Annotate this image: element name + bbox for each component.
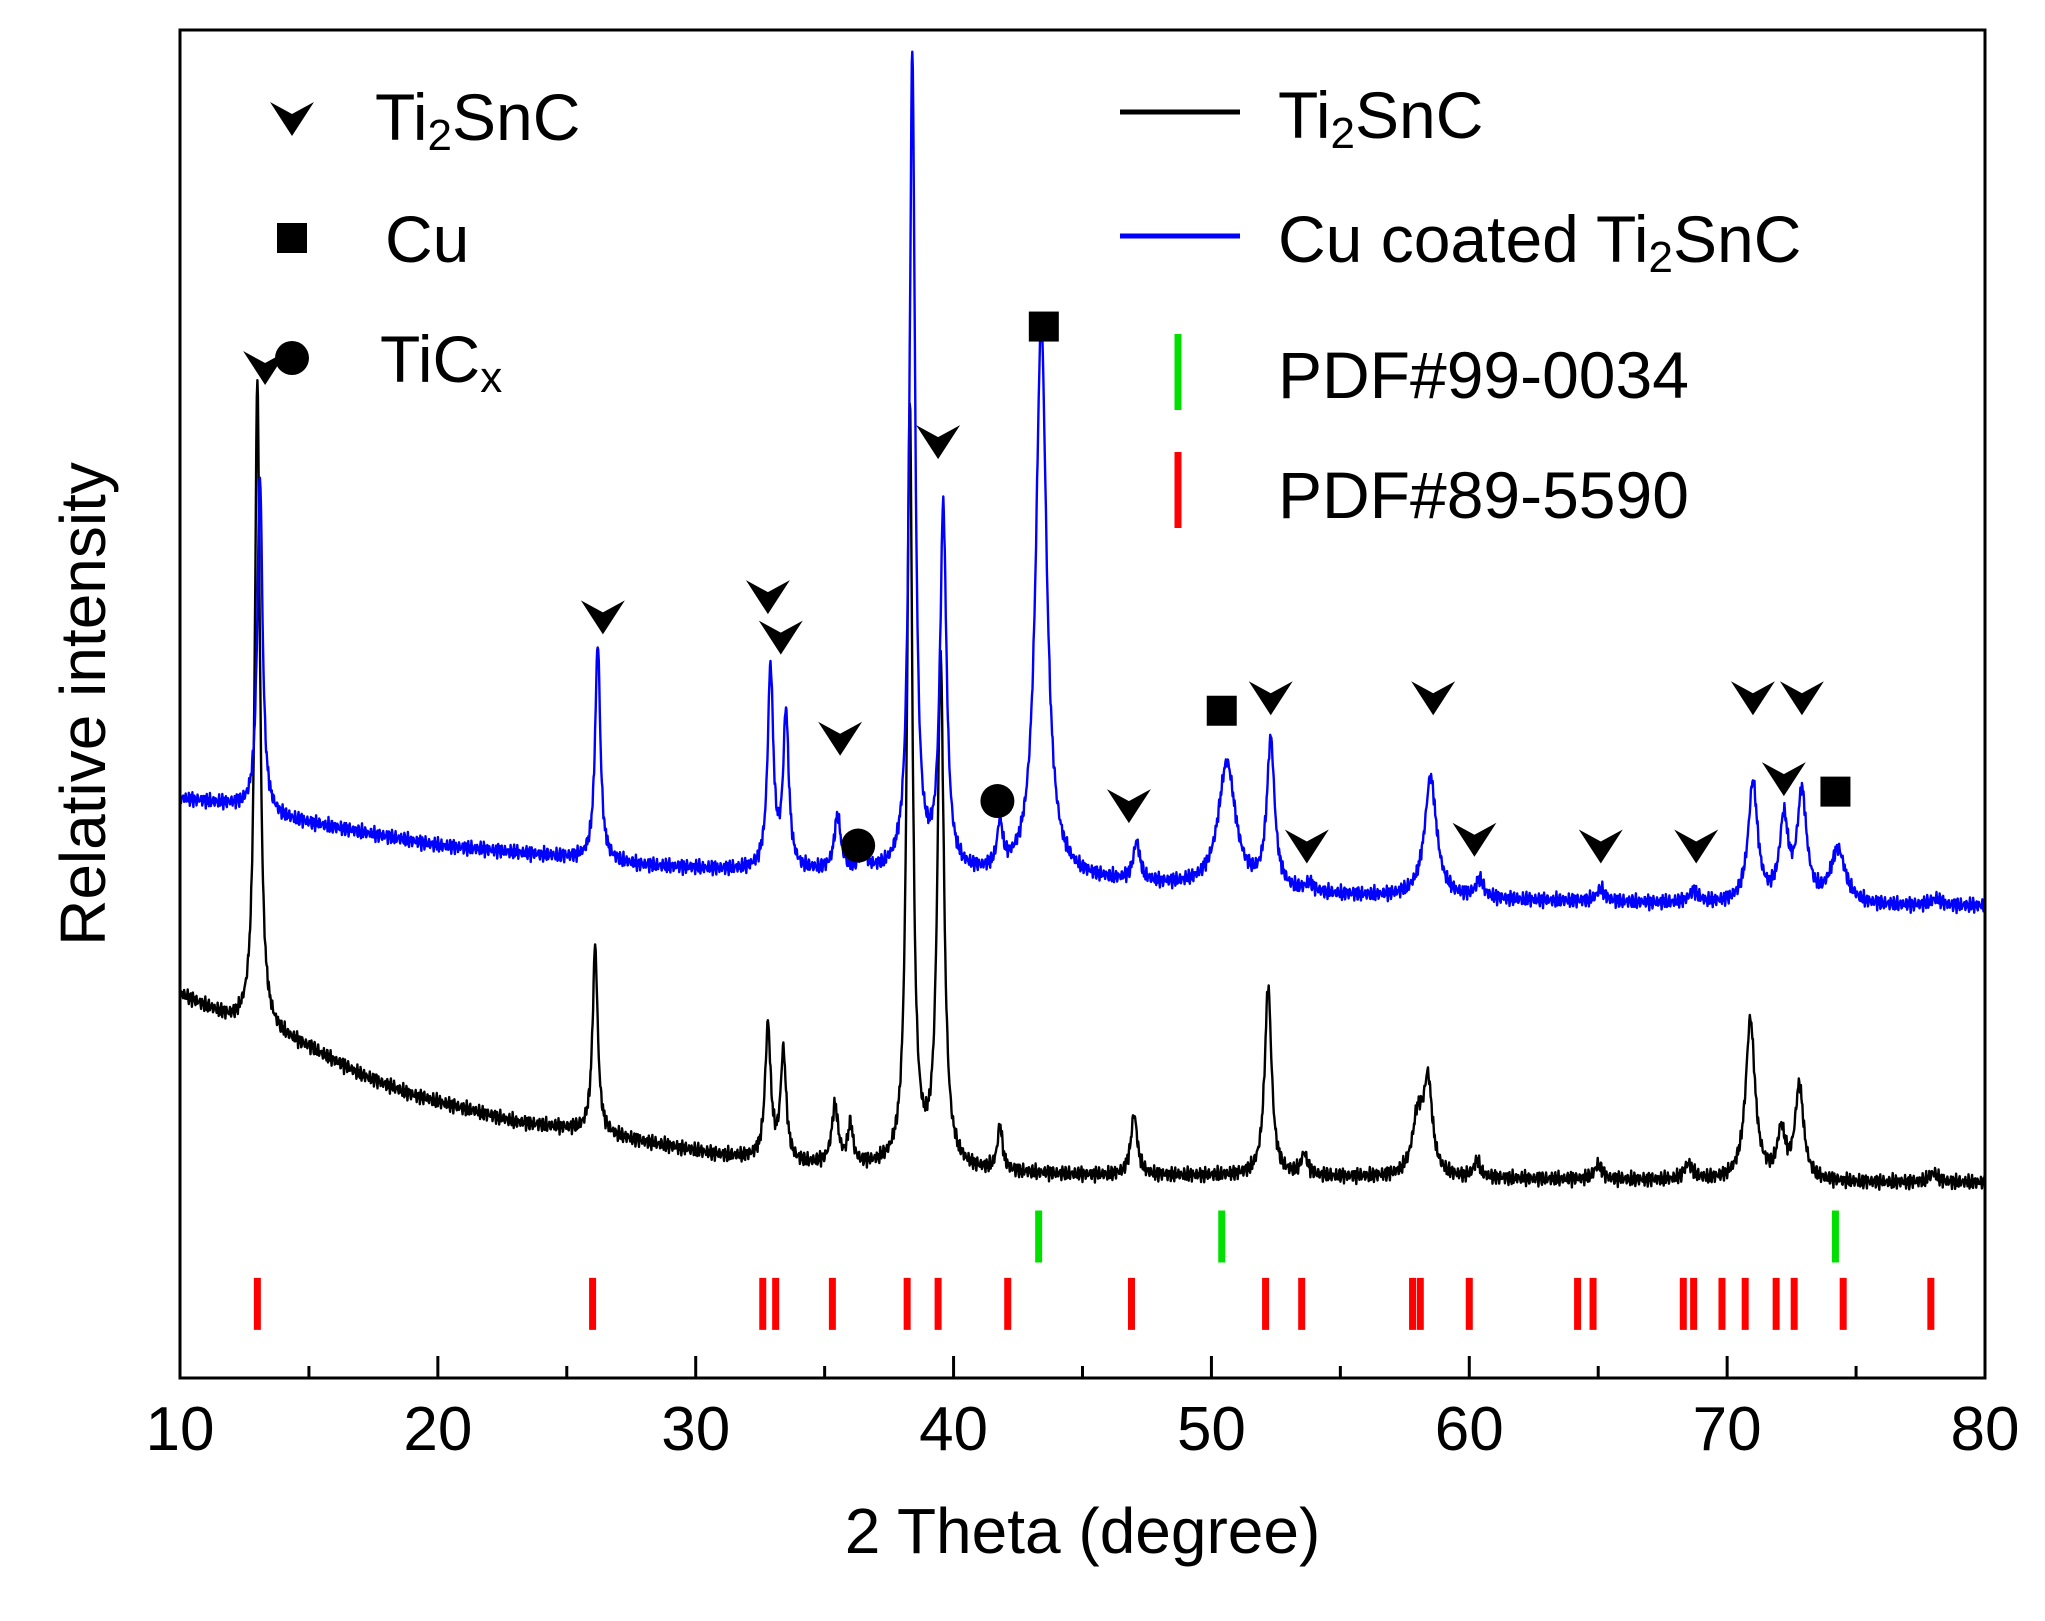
ti2snc-peak-marker — [1779, 681, 1824, 716]
x-axis-title: 2 Theta (degree) — [845, 1495, 1321, 1567]
x-tick-label: 40 — [919, 1395, 988, 1464]
cu-peak-marker — [1206, 695, 1237, 726]
x-tick-label: 20 — [403, 1395, 472, 1464]
legend-marker-triangle — [270, 102, 314, 136]
ti2snc-peak-marker — [758, 620, 803, 655]
x-tick-label: 70 — [1693, 1395, 1762, 1464]
x-tick-label: 30 — [661, 1395, 730, 1464]
plot-area — [178, 50, 1987, 1330]
legend-series-label: Cu coated Ti2SnC — [1278, 202, 1801, 282]
x-tick-label: 60 — [1435, 1395, 1504, 1464]
legend-marker-label: Ti2SnC — [375, 80, 580, 160]
cu-peak-marker — [1820, 776, 1851, 807]
peak-annotations — [243, 311, 1851, 864]
ti2snc-peak-marker — [1578, 829, 1623, 864]
ti2snc-peak-marker — [1284, 829, 1329, 864]
ti2snc-peak-marker — [1411, 681, 1456, 716]
legend-marker-label: TiCx — [380, 322, 502, 402]
ticx-peak-marker — [980, 784, 1015, 819]
ti2snc-peak-marker — [1248, 681, 1293, 716]
legend-marker-circle — [275, 341, 309, 375]
series-cu-coated-line — [178, 50, 1987, 915]
ti2snc-peak-marker — [580, 600, 625, 635]
ti2snc-peak-marker — [1674, 829, 1719, 864]
legend-series-label: Ti2SnC — [1278, 78, 1483, 158]
ti2snc-peak-marker — [916, 425, 961, 460]
ti2snc-peak-marker — [818, 721, 863, 756]
ticx-peak-marker — [841, 828, 876, 863]
ti2snc-peak-marker — [1106, 789, 1151, 824]
x-tick-label: 10 — [146, 1395, 215, 1464]
x-axis: 10 20 30 40 50 60 70 80 — [146, 1356, 2020, 1464]
legend-marker-label: Cu — [385, 202, 469, 276]
y-axis-title: Relative intensity — [47, 462, 119, 946]
series-ti2snc-line — [178, 379, 1987, 1191]
ti2snc-peak-marker — [745, 580, 790, 615]
ti2snc-peak-marker — [1761, 762, 1806, 797]
legend-marker-square — [277, 223, 307, 253]
legend-series: Ti2SnC Cu coated Ti2SnC PDF#99-0034 PDF#89-… — [1120, 78, 1801, 532]
legend-series-label: PDF#89-5590 — [1278, 458, 1689, 532]
ti2snc-peak-marker — [1730, 681, 1775, 716]
legend-series-label: PDF#99-0034 — [1278, 338, 1689, 412]
cu-peak-marker — [1028, 311, 1059, 342]
legend-phase-markers: Ti2SnC Cu TiCx — [270, 80, 580, 402]
ti2snc-peak-marker — [1452, 822, 1497, 857]
x-tick-label: 80 — [1951, 1395, 2020, 1464]
x-tick-label: 50 — [1177, 1395, 1246, 1464]
